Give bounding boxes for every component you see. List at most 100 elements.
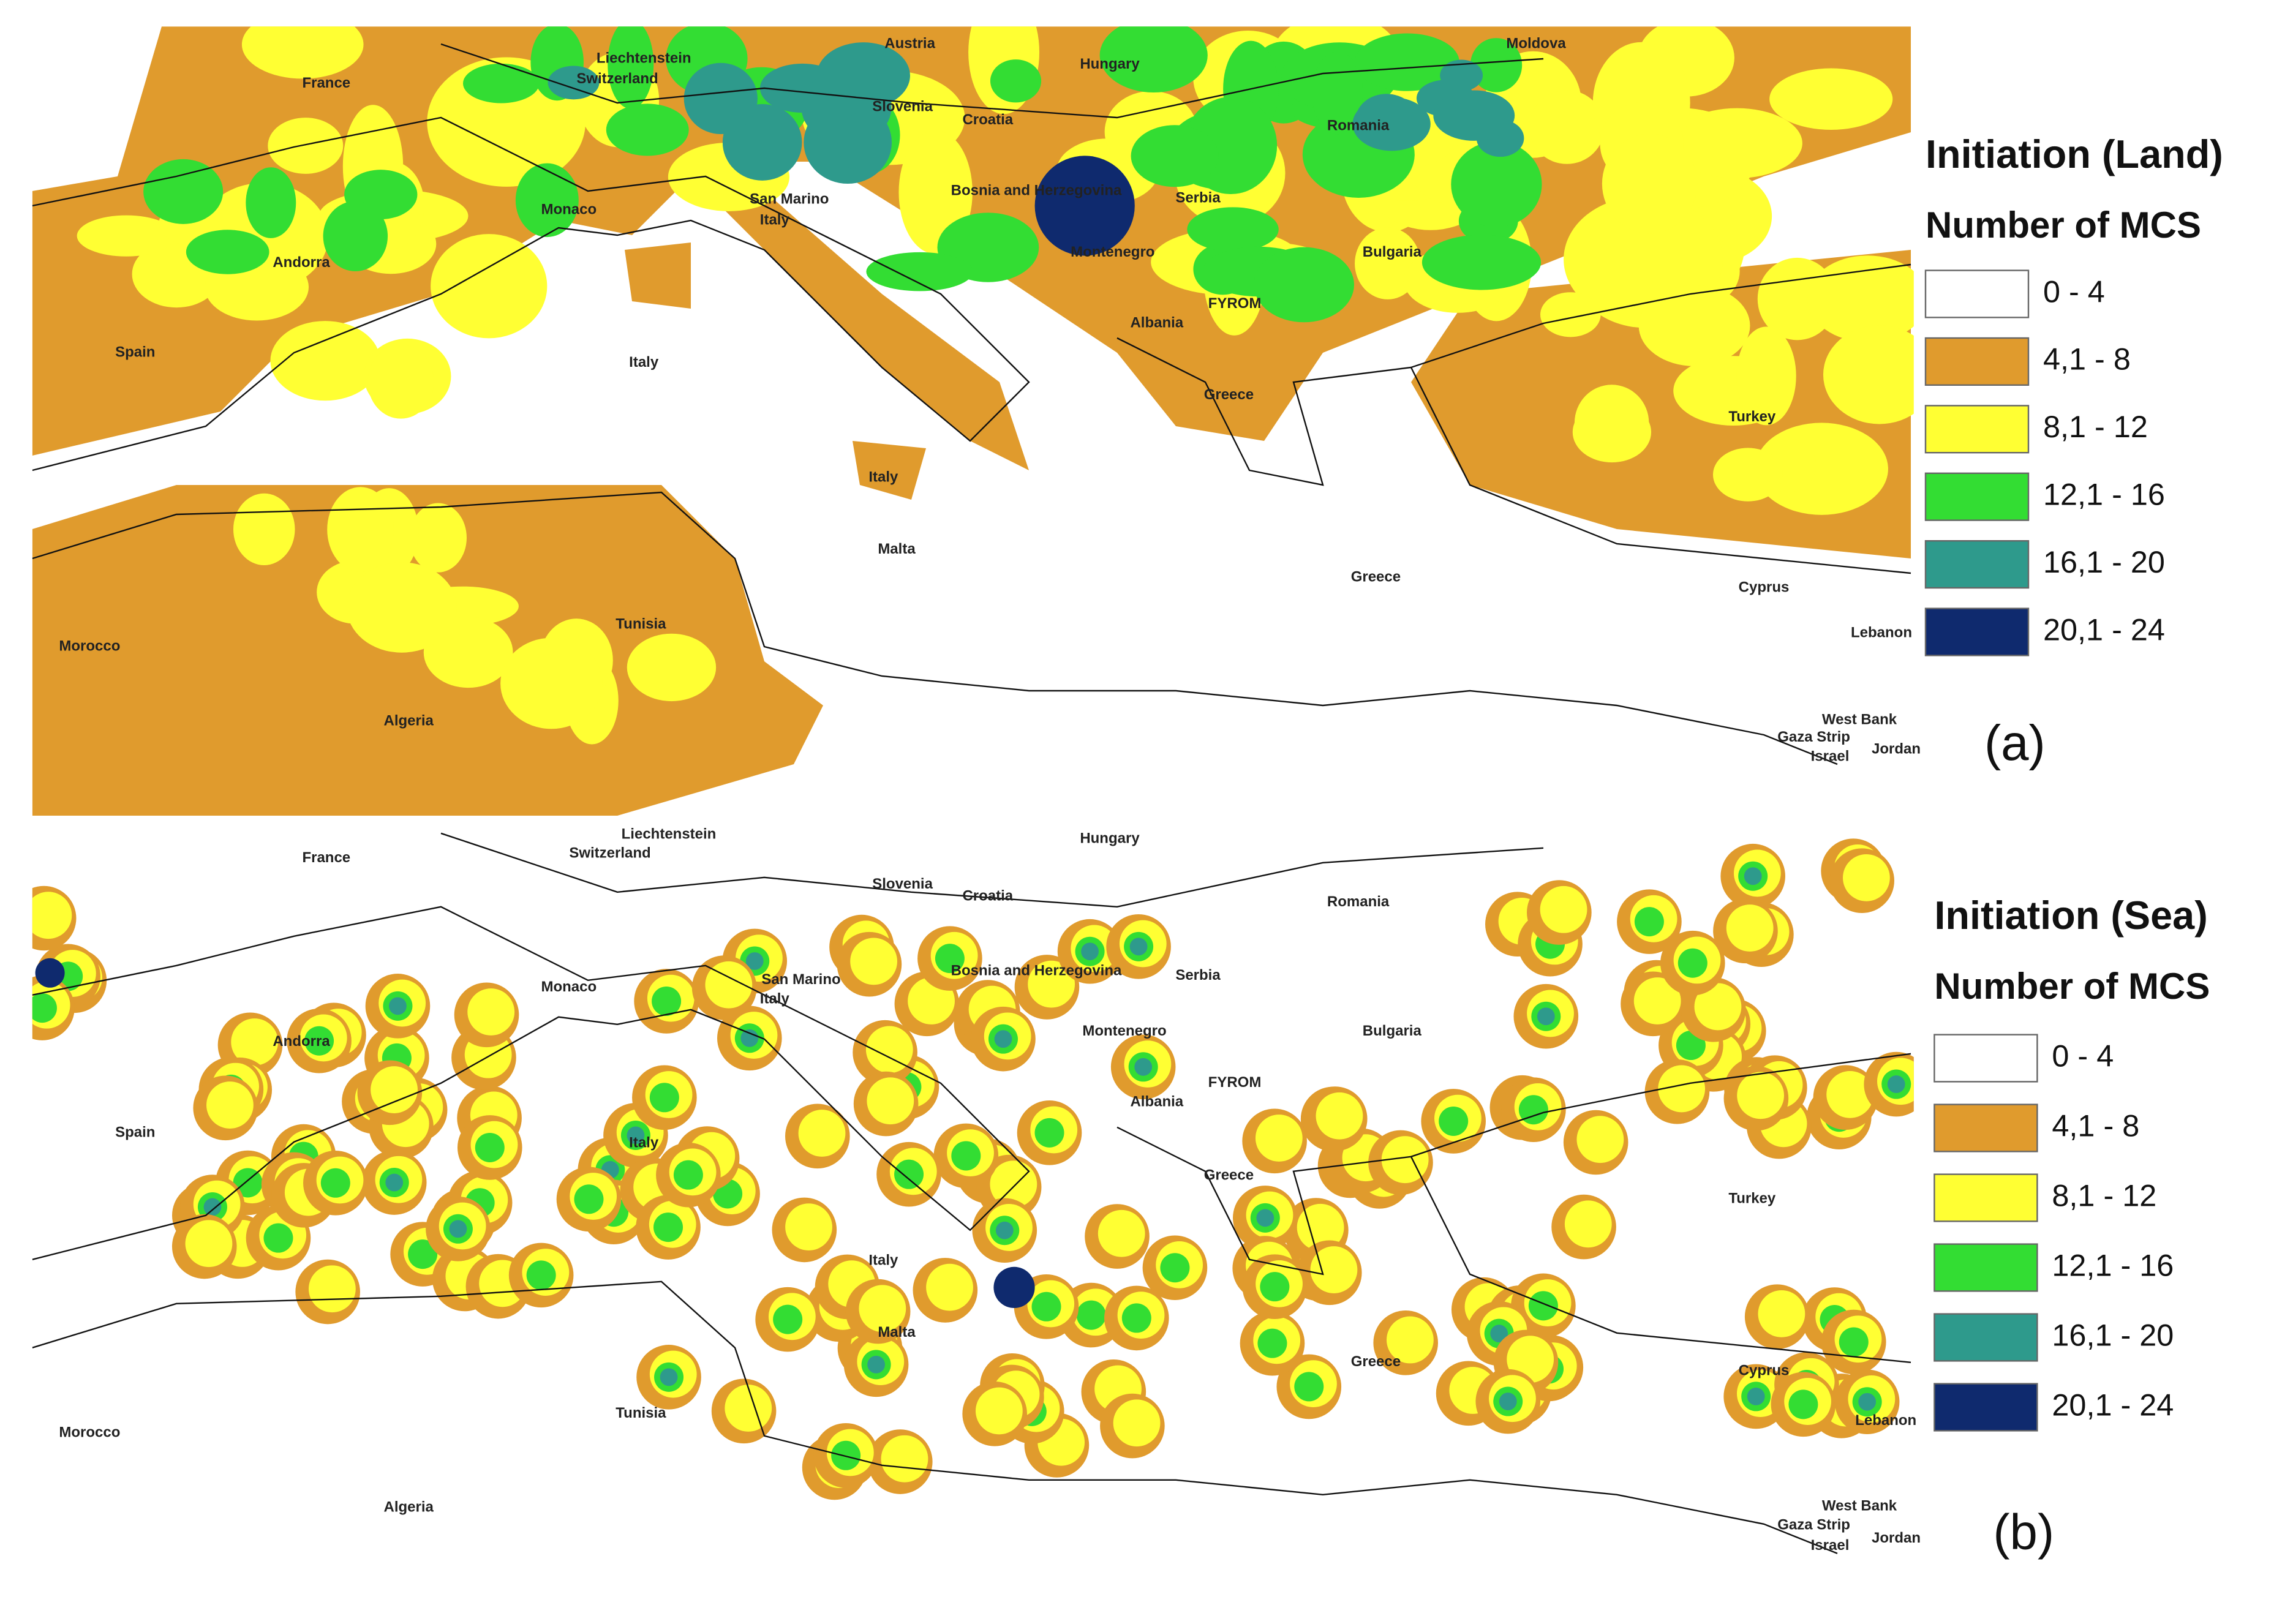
class-area (837, 111, 890, 173)
class-area (1737, 1072, 1784, 1119)
place-label: Spain (115, 344, 155, 360)
place-label: Albania (1130, 1093, 1183, 1110)
legend-label: 0 - 4 (2043, 274, 2105, 309)
class-area (1564, 1200, 1612, 1248)
class-area (1028, 960, 1075, 1008)
class-area (1574, 385, 1649, 461)
place-label: FYROM (1208, 1074, 1262, 1091)
class-area (951, 1141, 981, 1171)
class-area (1386, 1316, 1434, 1364)
class-area (1129, 938, 1148, 956)
place-label: Tunisia (616, 1405, 666, 1421)
class-area (1540, 885, 1587, 933)
class-area (1726, 904, 1774, 952)
class-area (515, 163, 579, 238)
class-area (627, 1126, 645, 1145)
class-area (1355, 33, 1459, 91)
class-area (143, 159, 224, 224)
class-area (1134, 1058, 1153, 1076)
class-area (1633, 977, 1681, 1024)
class-area (1257, 1328, 1287, 1358)
class-area (1518, 1095, 1548, 1125)
class-area (653, 1212, 683, 1242)
class-area (203, 1198, 222, 1216)
coastline (440, 832, 1544, 908)
class-area (1381, 1136, 1429, 1184)
legend-title: Initiation (Sea) (1934, 893, 2207, 938)
class-area (304, 1026, 334, 1056)
place-label: Croatia (962, 887, 1013, 904)
class-area (1788, 1389, 1818, 1419)
class-area (1121, 1303, 1151, 1333)
panel-tag: (b) (1993, 1505, 2054, 1560)
place-label: Romania (1327, 118, 1390, 134)
class-area (867, 1077, 914, 1125)
class-area (1099, 26, 1208, 93)
class-area (652, 986, 682, 1016)
class-area (371, 1066, 418, 1113)
place-label: Hungary (1080, 830, 1140, 847)
legend-label: 4,1 - 8 (2043, 342, 2131, 377)
class-area (1528, 1291, 1558, 1321)
place-label: Albania (1130, 314, 1183, 331)
class-area (263, 1223, 293, 1253)
place-label: Croatia (962, 111, 1013, 128)
class-area (606, 103, 689, 156)
class-area (347, 562, 457, 653)
class-area (785, 1203, 832, 1251)
panel-b: France Liechtenstein Switzerland Hungary Slo… (32, 816, 2210, 1605)
class-area (1440, 59, 1483, 91)
place-label: Italy (868, 1252, 898, 1269)
legend-label: 4,1 - 8 (2052, 1108, 2139, 1143)
class-area (449, 1220, 467, 1238)
class-area (1677, 948, 1708, 978)
place-label: France (302, 849, 350, 866)
class-area (1858, 1393, 1877, 1411)
class-area (308, 1265, 356, 1313)
class-area (1421, 235, 1542, 290)
class-area (1694, 983, 1742, 1031)
class-area (990, 1160, 1037, 1208)
place-label: Israel (1811, 1537, 1850, 1554)
class-area (1451, 141, 1542, 227)
class-area (926, 1263, 973, 1311)
class-area (691, 176, 1029, 470)
place-label: Spain (115, 1124, 155, 1141)
class-area (1887, 1075, 1905, 1093)
class-area (1744, 867, 1762, 885)
class-area (993, 1266, 1035, 1308)
place-label: Montenegro (1082, 1023, 1166, 1039)
class-area (831, 1440, 861, 1470)
class-area (867, 1355, 885, 1374)
place-label: Slovenia (872, 99, 933, 115)
legend-swatch (1933, 1243, 2038, 1292)
place-label: Algeria (384, 1499, 434, 1516)
place-label: Austria (884, 35, 935, 51)
class-area (894, 1159, 924, 1189)
class-area (859, 1285, 906, 1333)
class-area (1658, 1065, 1706, 1113)
place-label: Malta (878, 1324, 916, 1340)
place-label: Liechtenstein (597, 50, 691, 66)
class-area (246, 167, 296, 238)
class-area (1098, 1209, 1145, 1257)
legend-swatch (1924, 607, 2030, 656)
legend-label: 20,1 - 24 (2052, 1387, 2174, 1422)
class-area (990, 59, 1042, 103)
place-label: San Marino (750, 191, 829, 208)
class-area (389, 997, 407, 1015)
place-label: Greece (1204, 1167, 1254, 1183)
legend-swatch (1933, 1103, 2038, 1152)
class-area (975, 1387, 1023, 1435)
class-area (423, 617, 513, 688)
class-area (35, 958, 65, 988)
place-label: Moldova (1506, 35, 1566, 51)
legend-swatch (1933, 1173, 2038, 1222)
class-area (1260, 1272, 1290, 1302)
class-area (32, 892, 72, 939)
class-area (241, 26, 364, 79)
class-area (627, 633, 717, 702)
place-label: Montenegro (1071, 244, 1154, 260)
class-area (1712, 448, 1783, 502)
class-area (1316, 1092, 1363, 1140)
